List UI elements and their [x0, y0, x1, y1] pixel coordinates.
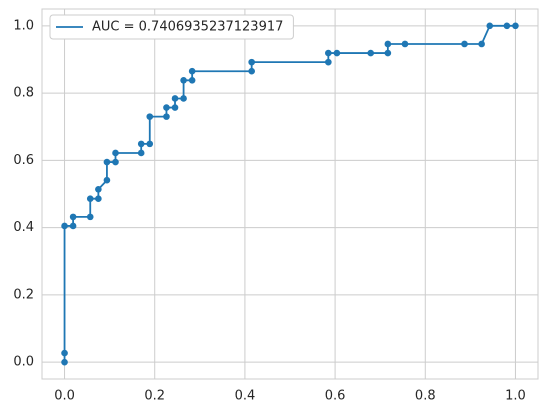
point — [384, 40, 392, 48]
point — [103, 176, 111, 184]
point — [86, 195, 94, 203]
x-tick-label: 0.8 — [415, 389, 436, 404]
point — [137, 140, 145, 148]
point — [503, 22, 511, 30]
point — [486, 22, 494, 30]
point — [171, 95, 179, 102]
point — [248, 67, 255, 75]
point — [325, 49, 332, 57]
x-tick-label: 0.0 — [54, 389, 75, 404]
point — [188, 77, 196, 84]
point — [512, 22, 519, 30]
point — [146, 140, 154, 148]
point — [61, 222, 68, 230]
point — [180, 77, 187, 84]
y-tick-label: 0.6 — [13, 153, 34, 168]
plot-frame — [41, 8, 539, 380]
point — [86, 213, 94, 221]
point — [112, 149, 119, 157]
y-tick-label: 1.0 — [13, 18, 34, 33]
point — [163, 104, 170, 111]
point — [163, 113, 170, 120]
legend-label: AUC = 0.7406935237123917 — [92, 20, 283, 35]
point — [137, 149, 145, 157]
point — [384, 49, 392, 57]
point — [180, 95, 187, 102]
point — [95, 185, 102, 193]
point — [333, 49, 341, 57]
point — [69, 213, 77, 221]
x-tick-label: 0.2 — [144, 389, 165, 404]
y-tick-label: 0.4 — [13, 220, 34, 235]
point — [325, 58, 332, 66]
point — [461, 40, 468, 48]
point — [401, 40, 409, 48]
point — [103, 158, 111, 166]
point — [69, 222, 77, 230]
plot-area — [42, 9, 538, 379]
x-tick-label: 0.4 — [235, 389, 256, 404]
point — [146, 113, 154, 120]
point — [112, 158, 119, 166]
x-tick-label: 0.6 — [325, 389, 346, 404]
y-tick-label: 0.0 — [13, 355, 34, 370]
point — [478, 40, 485, 48]
point — [95, 195, 102, 203]
point — [61, 358, 68, 366]
point — [61, 349, 68, 357]
legend-box — [49, 14, 294, 40]
y-tick-label: 0.2 — [13, 287, 34, 302]
point — [367, 49, 375, 57]
x-tick-label: 1.0 — [505, 389, 526, 404]
y-tick-label: 0.8 — [13, 86, 34, 101]
legend: AUC = 0.7406935237123917 — [49, 14, 294, 40]
point — [248, 58, 255, 66]
point — [188, 67, 196, 75]
point — [171, 104, 179, 111]
